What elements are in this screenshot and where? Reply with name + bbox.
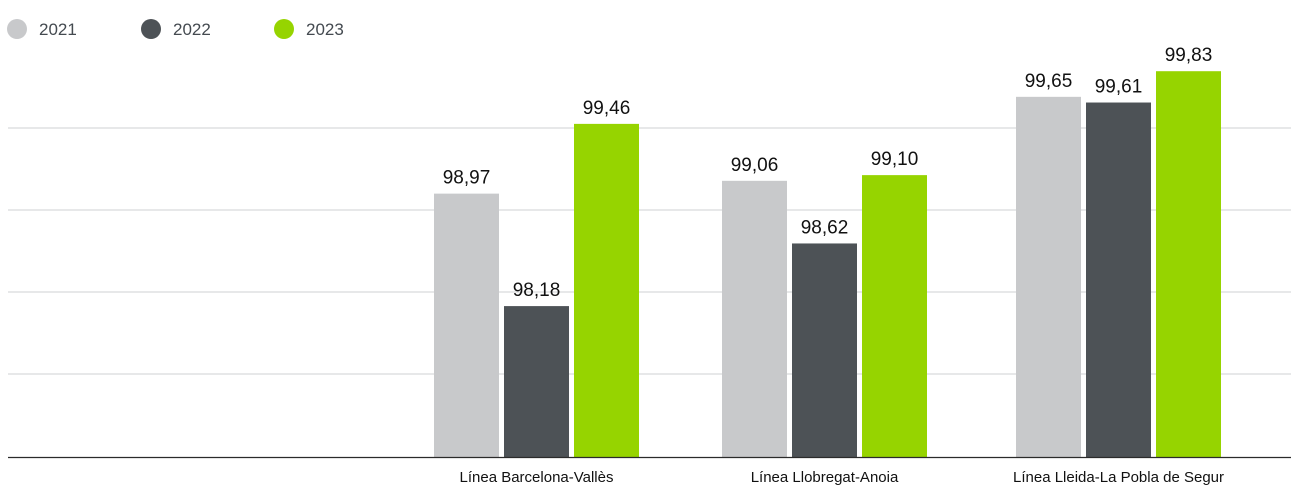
legend-label: 2023	[306, 20, 344, 39]
bar-2023-3	[1156, 71, 1221, 457]
data-label: 99,83	[1165, 45, 1213, 66]
legend-item-2021: 2021	[7, 19, 77, 39]
bar-2021-3	[1016, 96, 1081, 457]
data-label: 99,46	[583, 98, 631, 119]
x-tick-label: Línea Lleida-La Pobla de Segur	[1013, 469, 1224, 485]
x-axis-tick-labels: Línea Barcelona-Vallès Línea Llobregat-An…	[460, 469, 1224, 485]
bar-2022-1	[504, 306, 569, 457]
bar-2021-1	[434, 193, 499, 457]
bar-2022-3	[1086, 102, 1151, 457]
data-label: 99,65	[1025, 71, 1073, 92]
legend-item-2023: 2023	[274, 19, 344, 39]
bar-2023-2	[862, 175, 927, 457]
legend-label: 2022	[173, 20, 211, 39]
data-label: 98,97	[443, 168, 491, 189]
legend-swatch	[274, 19, 294, 39]
data-label: 99,10	[871, 149, 919, 170]
data-label: 99,06	[731, 155, 779, 176]
data-label: 99,61	[1095, 77, 1143, 98]
data-label: 98,62	[801, 217, 849, 238]
bar-2021-2	[722, 180, 787, 457]
bar-2022-2	[792, 243, 857, 457]
bar-2023-1	[574, 123, 639, 457]
legend-label: 2021	[39, 20, 77, 39]
bars	[434, 71, 1221, 457]
legend-swatch	[141, 19, 161, 39]
legend: 2021 2022 2023	[7, 19, 344, 39]
value-labels: 98,97 98,18 99,46 99,06 98,62 99,10 99,65 99,61…	[443, 45, 1213, 301]
x-tick-label: Línea Barcelona-Vallès	[460, 469, 614, 485]
legend-swatch	[7, 19, 27, 39]
x-tick-label: Línea Llobregat-Anoia	[751, 469, 899, 485]
legend-item-2022: 2022	[141, 19, 211, 39]
data-label: 98,18	[513, 280, 561, 301]
